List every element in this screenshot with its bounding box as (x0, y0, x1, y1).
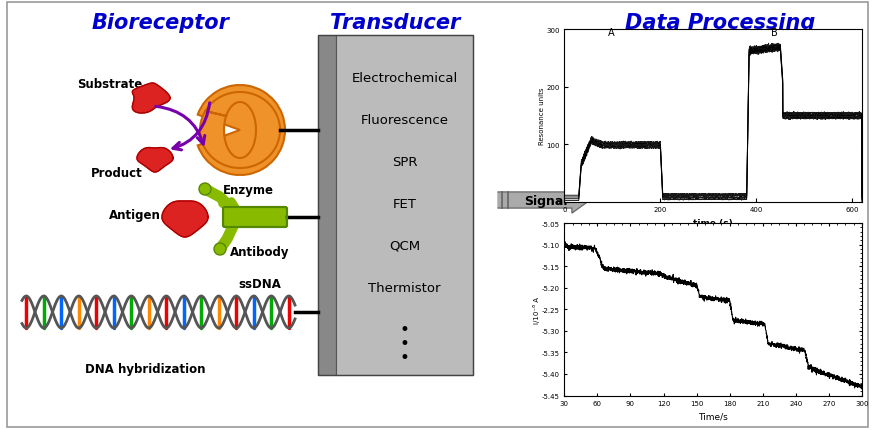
Text: A: A (607, 28, 614, 38)
FancyBboxPatch shape (223, 208, 287, 227)
Y-axis label: I/10⁻⁶ A: I/10⁻⁶ A (533, 296, 540, 323)
X-axis label: Time/s: Time/s (698, 412, 728, 421)
Circle shape (214, 243, 226, 255)
Text: Fluorescence: Fluorescence (360, 113, 449, 126)
Circle shape (199, 184, 211, 196)
Text: DNA hybridization: DNA hybridization (85, 362, 206, 375)
Text: FET: FET (393, 197, 416, 210)
Text: SPR: SPR (392, 155, 417, 168)
Text: Transducer: Transducer (330, 13, 460, 33)
Text: Antigen: Antigen (109, 209, 161, 222)
Text: Product: Product (91, 166, 143, 180)
Polygon shape (132, 84, 170, 114)
Y-axis label: Resonance units: Resonance units (539, 87, 544, 145)
Polygon shape (200, 93, 280, 169)
Polygon shape (137, 148, 173, 172)
Text: Signal: Signal (524, 194, 568, 207)
Bar (318, 36, 473, 375)
Text: •: • (400, 320, 410, 338)
Text: ssDNA: ssDNA (239, 277, 282, 290)
Polygon shape (162, 202, 208, 237)
Text: Enzyme: Enzyme (222, 184, 274, 197)
Text: •: • (400, 334, 410, 352)
Text: •: • (400, 348, 410, 366)
X-axis label: time (s): time (s) (693, 218, 733, 227)
Polygon shape (498, 187, 590, 214)
Wedge shape (198, 86, 285, 175)
Text: Bioreceptor: Bioreceptor (91, 13, 229, 33)
Text: Electrochemical: Electrochemical (352, 71, 458, 84)
Text: QCM: QCM (388, 239, 420, 252)
Text: Substrate: Substrate (77, 78, 143, 91)
Text: Data Processing: Data Processing (625, 13, 816, 33)
Text: Thermistor: Thermistor (368, 281, 441, 294)
Text: B: B (771, 28, 778, 38)
Bar (336, 36, 473, 375)
Bar (318, 36, 336, 375)
Text: Antibody: Antibody (230, 246, 290, 258)
